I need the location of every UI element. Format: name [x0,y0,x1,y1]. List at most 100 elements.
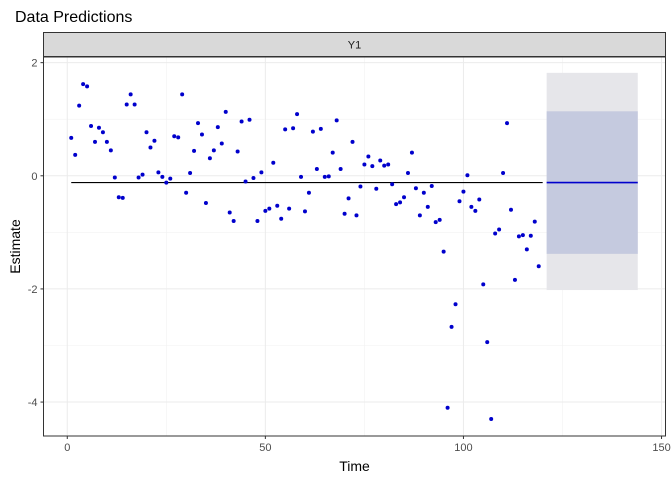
data-point [203,200,208,205]
data-point [247,117,252,122]
data-point [287,206,292,211]
facet-label: Y1 [348,40,361,52]
data-point [291,126,296,131]
data-point [370,164,375,169]
data-points [69,82,541,422]
data-point [366,154,371,159]
data-point [512,277,517,282]
plot-panel [43,56,666,437]
data-point [413,186,418,191]
data-point [267,206,272,211]
data-point [465,173,470,178]
data-point [489,417,494,422]
data-point [180,92,185,97]
data-point [219,141,224,146]
data-point [445,405,450,410]
data-point [196,121,201,126]
y-axis-title: Estimate [7,219,23,274]
data-point [279,216,284,221]
data-point [164,180,169,185]
data-point [96,125,101,130]
y-tick-label: -2 [28,284,38,296]
data-point [211,148,216,153]
data-point [144,130,149,135]
data-point [116,195,121,200]
data-point [461,189,466,194]
data-point [259,170,264,175]
data-point [223,109,228,114]
data-point [251,176,256,181]
data-point [140,172,145,177]
chart-title: Data Predictions [15,9,132,26]
data-point [93,139,98,144]
data-point [536,264,541,269]
data-point [334,118,339,123]
data-point [156,170,161,175]
data-point [207,156,212,161]
data-point [168,176,173,181]
data-point [477,197,482,202]
data-point [362,162,367,167]
data-point [453,302,458,307]
y-axis: -4 -2 0 2 [28,58,44,409]
data-point [314,167,319,172]
data-point [243,179,248,184]
data-point [374,186,379,191]
data-point [338,167,343,172]
data-point [255,219,260,224]
data-point [271,160,276,165]
x-axis-title: Time [339,458,370,474]
data-point [417,213,422,218]
data-point [516,234,521,239]
y-tick-label: 2 [31,58,37,70]
data-point [350,139,355,144]
data-point [524,247,529,252]
data-point [505,121,510,126]
data-point [346,196,351,201]
data-point [326,174,331,179]
data-point [81,82,86,87]
data-point [437,217,442,222]
data-point [104,139,109,144]
forecast-intervals [546,72,638,291]
data-point [112,175,117,180]
data-point [136,175,141,180]
data-point [409,150,414,155]
data-point [306,190,311,195]
data-point [176,135,181,140]
data-point [283,127,288,132]
data-point [120,195,125,200]
data-point [485,340,490,345]
data-point [85,84,90,89]
data-point [160,174,165,179]
x-tick-label: 100 [454,442,472,454]
data-point [386,162,391,167]
data-point [100,130,105,135]
data-point [354,213,359,218]
data-point [227,210,232,215]
data-point [295,112,300,117]
data-point [124,102,129,107]
x-tick-label: 150 [652,442,670,454]
data-point [231,219,236,224]
data-point [493,231,498,236]
data-point [192,148,197,153]
data-point [199,132,204,137]
data-point [330,150,335,155]
data-point [457,199,462,204]
facet-strip: Y1 [43,32,666,57]
panel-border [43,56,666,437]
data-point [108,148,113,153]
data-point [425,204,430,209]
data-point [69,135,74,140]
data-point [528,233,533,238]
data-point [481,282,486,287]
data-point [132,102,137,107]
data-point [421,190,426,195]
y-tick-label: 0 [31,171,37,183]
data-point [275,203,280,208]
x-tick-label: 50 [259,442,271,454]
data-point [302,209,307,214]
data-point [473,208,478,213]
